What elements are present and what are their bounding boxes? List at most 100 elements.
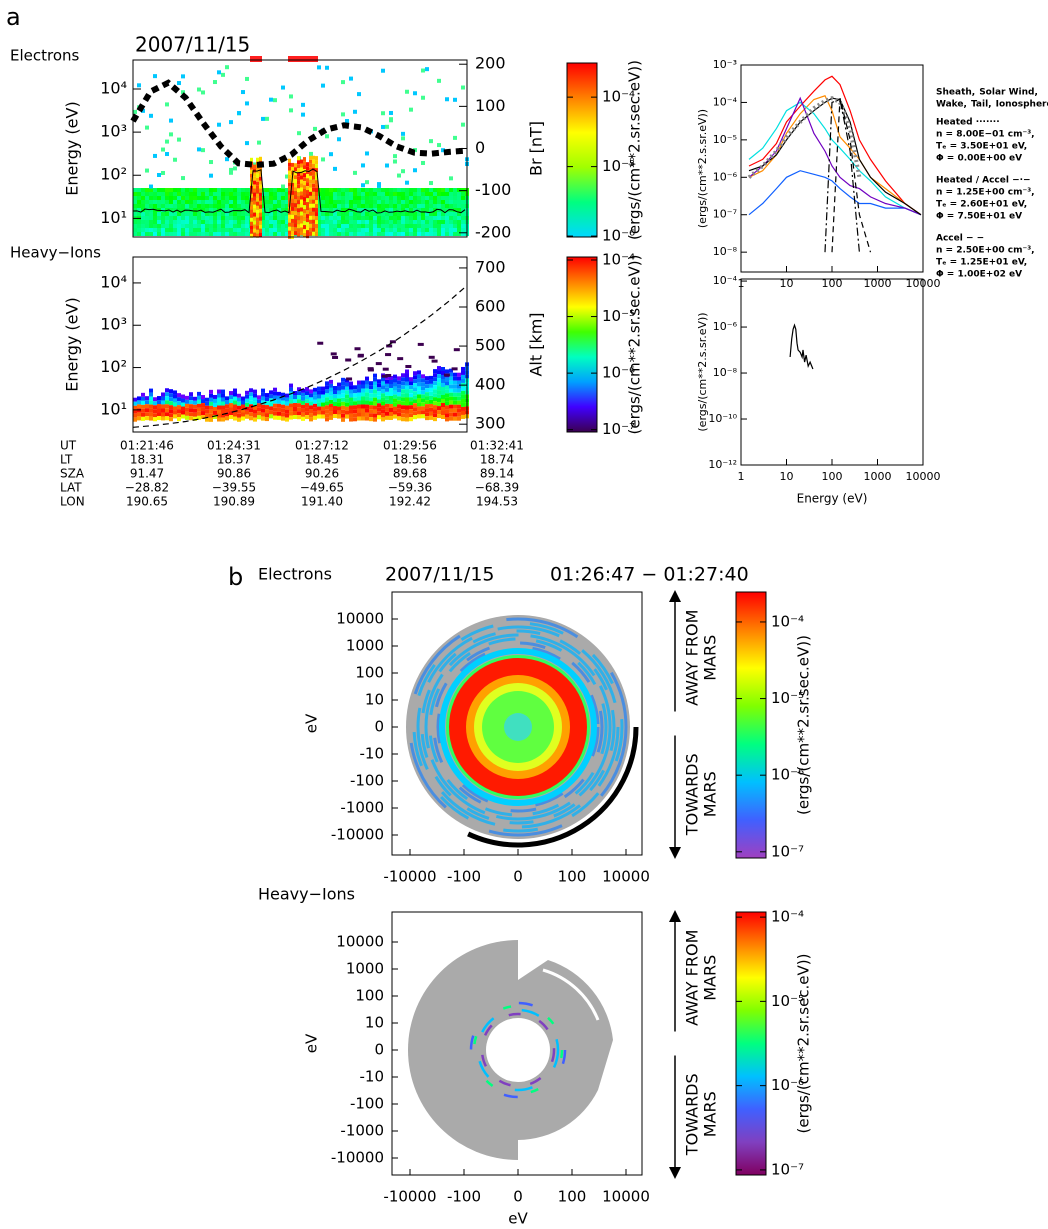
y2-tick-label: 300 xyxy=(475,414,506,433)
spectrogram-pixel xyxy=(345,382,349,387)
spectrogram-pixel xyxy=(341,224,345,228)
spectrogram-pixel xyxy=(141,192,145,196)
spectrogram-pixel xyxy=(145,192,149,196)
table-cell: 01:32:41 xyxy=(470,439,524,453)
spectrogram-pixel xyxy=(261,208,265,212)
spectrogram-pixel xyxy=(133,413,137,418)
series-line xyxy=(748,170,922,216)
spectrogram-pixel xyxy=(397,416,401,421)
spectrogram-pixel xyxy=(281,188,285,192)
spectrogram-pixel xyxy=(385,124,389,129)
spectrogram-pixel xyxy=(393,159,397,164)
colorbar-tick-label: 10⁻⁵ xyxy=(602,157,635,175)
spectrogram-pixel xyxy=(145,232,149,236)
spectrogram-pixel xyxy=(291,226,294,231)
spectrogram-pixel xyxy=(401,220,405,224)
spectrogram-pixel xyxy=(397,232,401,236)
spectrogram-pixel xyxy=(153,409,157,414)
colorbar xyxy=(735,591,767,859)
spectrogram-pixel xyxy=(409,212,413,216)
spectrogram-pixel xyxy=(197,204,201,208)
colorbar-tick-label: 10⁻⁴ xyxy=(602,251,635,269)
spectrogram-pixel xyxy=(181,414,185,419)
spectrogram-pixel xyxy=(433,377,437,382)
spectrogram-pixel xyxy=(425,204,429,208)
spectrogram-pixel xyxy=(369,409,373,414)
spectrogram-pixel xyxy=(133,109,137,114)
spectrogram-pixel xyxy=(353,417,357,422)
spectrogram-pixel xyxy=(253,172,256,177)
spectrogram-pixel xyxy=(417,224,421,228)
spectrogram-pixel xyxy=(253,188,256,193)
spectrogram-pixel xyxy=(457,372,461,377)
spectrogram-pixel xyxy=(373,200,377,204)
spectrogram-pixel xyxy=(329,192,333,196)
spectrogram-pixel xyxy=(357,188,361,192)
spectrogram-pixel xyxy=(241,412,245,417)
spectrogram-pixel xyxy=(365,400,369,405)
spectrogram-pixel xyxy=(361,384,365,389)
spectrogram-pixel xyxy=(365,228,369,232)
spectrogram-pixel xyxy=(253,413,257,418)
spectrogram-pixel xyxy=(303,157,306,162)
spectrogram-pixel xyxy=(409,405,413,410)
spectrogram-pixel xyxy=(205,204,209,208)
spectrogram-pixel xyxy=(259,176,262,181)
spectrogram-pixel xyxy=(157,188,161,192)
spectrogram-pixel xyxy=(281,224,285,228)
spectrogram-pixel xyxy=(421,212,425,216)
spectrogram-pixel xyxy=(161,200,165,204)
spectrogram-pixel xyxy=(421,378,425,383)
spectrogram-pixel xyxy=(305,415,309,420)
spectrogram-pixel xyxy=(461,386,465,391)
spectrogram-pixel xyxy=(209,409,213,414)
spectrogram-pixel xyxy=(137,200,141,204)
spectrogram-pixel xyxy=(365,180,369,185)
spectrogram-pixel xyxy=(353,200,357,204)
spectrogram-pixel xyxy=(141,188,145,192)
spectrogram-pixel xyxy=(445,381,449,386)
spectrogram-pixel xyxy=(433,393,437,398)
spectrogram-pixel xyxy=(425,192,429,196)
y-tick-label: -10000 xyxy=(331,826,384,844)
spectrogram-pixel xyxy=(289,395,293,400)
spectrogram-pixel xyxy=(294,175,297,180)
spectrogram-pixel xyxy=(161,224,165,228)
spectrogram-pixel xyxy=(149,212,153,216)
spectrogram-pixel xyxy=(137,192,141,196)
spectrogram-pixel xyxy=(385,395,389,400)
spectrogram-pixel xyxy=(393,378,397,383)
spectrogram-pixel xyxy=(189,188,193,192)
spectrogram-pixel xyxy=(413,192,417,196)
spectrogram-pixel xyxy=(303,193,306,198)
spectrogram-pixel xyxy=(457,388,461,393)
colorbar-tick-label: 10⁻⁶ xyxy=(602,227,635,245)
spectrogram-pixel xyxy=(205,196,209,200)
spectrogram-pixel xyxy=(137,204,141,208)
spectrogram-pixel xyxy=(337,406,341,411)
spectrogram-pixel xyxy=(133,204,137,208)
spectrogram-pixel xyxy=(145,125,149,130)
spectrogram-pixel xyxy=(225,404,229,409)
spectrogram-pixel xyxy=(329,415,333,420)
spectrogram-pixel xyxy=(225,65,229,70)
y-tick-label: 10⁴ xyxy=(100,78,127,97)
spectrogram-pixel xyxy=(288,186,291,191)
spectrogram-pixel xyxy=(369,413,373,418)
spectrogram-pixel xyxy=(233,192,237,196)
spectrogram-pixel xyxy=(149,188,153,192)
spectrogram-pixel xyxy=(312,171,315,176)
spectrogram-pixel xyxy=(165,188,169,192)
spectrogram-pixel xyxy=(445,97,449,102)
spectrogram-pixel xyxy=(365,392,369,397)
spectrogram-pixel xyxy=(330,352,337,356)
spectrogram-pixel xyxy=(301,388,305,393)
spectrogram-pixel xyxy=(153,401,157,406)
spectrogram-pixel xyxy=(449,412,453,417)
spectrogram-pixel xyxy=(177,196,181,200)
spectrogram-pixel xyxy=(177,200,181,204)
spectrogram-pixel xyxy=(141,232,145,236)
spectrogram-pixel xyxy=(369,232,373,236)
spectrogram-pixel xyxy=(385,399,389,404)
spectrogram-pixel xyxy=(357,354,364,358)
